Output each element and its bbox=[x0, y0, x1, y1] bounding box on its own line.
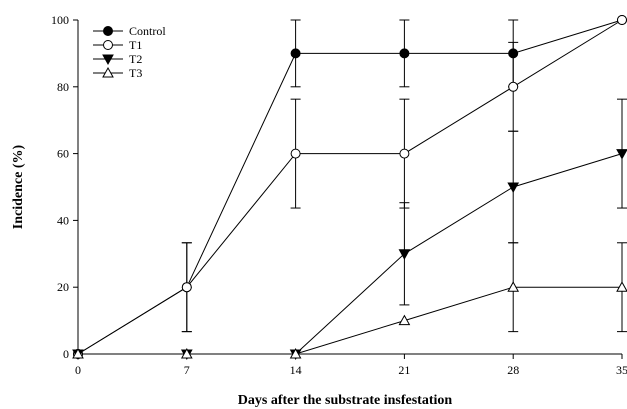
point-control bbox=[508, 48, 519, 59]
point-t2 bbox=[398, 249, 411, 260]
error-bars bbox=[181, 19, 627, 333]
y-tick-label: 0 bbox=[63, 347, 69, 361]
y-tick-label: 20 bbox=[57, 280, 69, 294]
point-t1 bbox=[508, 81, 519, 92]
point-t1 bbox=[617, 15, 627, 25]
y-tick-label: 100 bbox=[51, 13, 69, 27]
legend-label-t1: T1 bbox=[129, 38, 142, 52]
y-tick-label: 40 bbox=[57, 213, 69, 227]
series-line-t1 bbox=[77, 19, 623, 355]
x-tick-label: 35 bbox=[616, 363, 627, 377]
series-markers bbox=[72, 15, 627, 361]
series-line-t3 bbox=[78, 286, 622, 355]
legend-marker-t2 bbox=[102, 54, 114, 66]
x-tick-label: 28 bbox=[507, 363, 519, 377]
series-lines bbox=[77, 19, 623, 355]
point-t3 bbox=[180, 347, 193, 359]
x-tick-label: 7 bbox=[184, 363, 190, 377]
point-t3 bbox=[507, 281, 520, 292]
y-axis-label: Incidence (%) bbox=[11, 144, 26, 229]
point-t1 bbox=[181, 282, 192, 293]
legend-label-control: Control bbox=[129, 24, 166, 38]
series-line-t2 bbox=[78, 153, 623, 355]
legend-label-t2: T2 bbox=[129, 52, 142, 66]
point-t3 bbox=[616, 281, 627, 292]
point-t3 bbox=[398, 314, 411, 326]
x-tick-label: 21 bbox=[398, 363, 410, 377]
legend-label-t3: T3 bbox=[129, 66, 142, 80]
point-control bbox=[290, 48, 301, 59]
x-tick-label: 0 bbox=[75, 363, 81, 377]
point-t1 bbox=[399, 148, 410, 159]
legend-marker-control bbox=[103, 26, 113, 36]
legend-marker-t3 bbox=[102, 66, 114, 78]
x-tick-label: 14 bbox=[290, 363, 302, 377]
legend-marker-t1 bbox=[103, 40, 113, 50]
point-t2 bbox=[507, 182, 520, 194]
point-control bbox=[399, 48, 410, 59]
x-axis-label: Days after the substrate insfestation bbox=[238, 393, 453, 408]
point-t1 bbox=[290, 148, 301, 159]
y-tick-label: 80 bbox=[57, 80, 69, 94]
point-t3 bbox=[72, 347, 84, 359]
point-t3 bbox=[289, 347, 302, 359]
point-t2 bbox=[616, 149, 627, 160]
tick-labels: 0 7 14 21 28 35 0 20 40 60 80 100 bbox=[51, 13, 627, 377]
y-tick-label: 60 bbox=[57, 147, 69, 161]
